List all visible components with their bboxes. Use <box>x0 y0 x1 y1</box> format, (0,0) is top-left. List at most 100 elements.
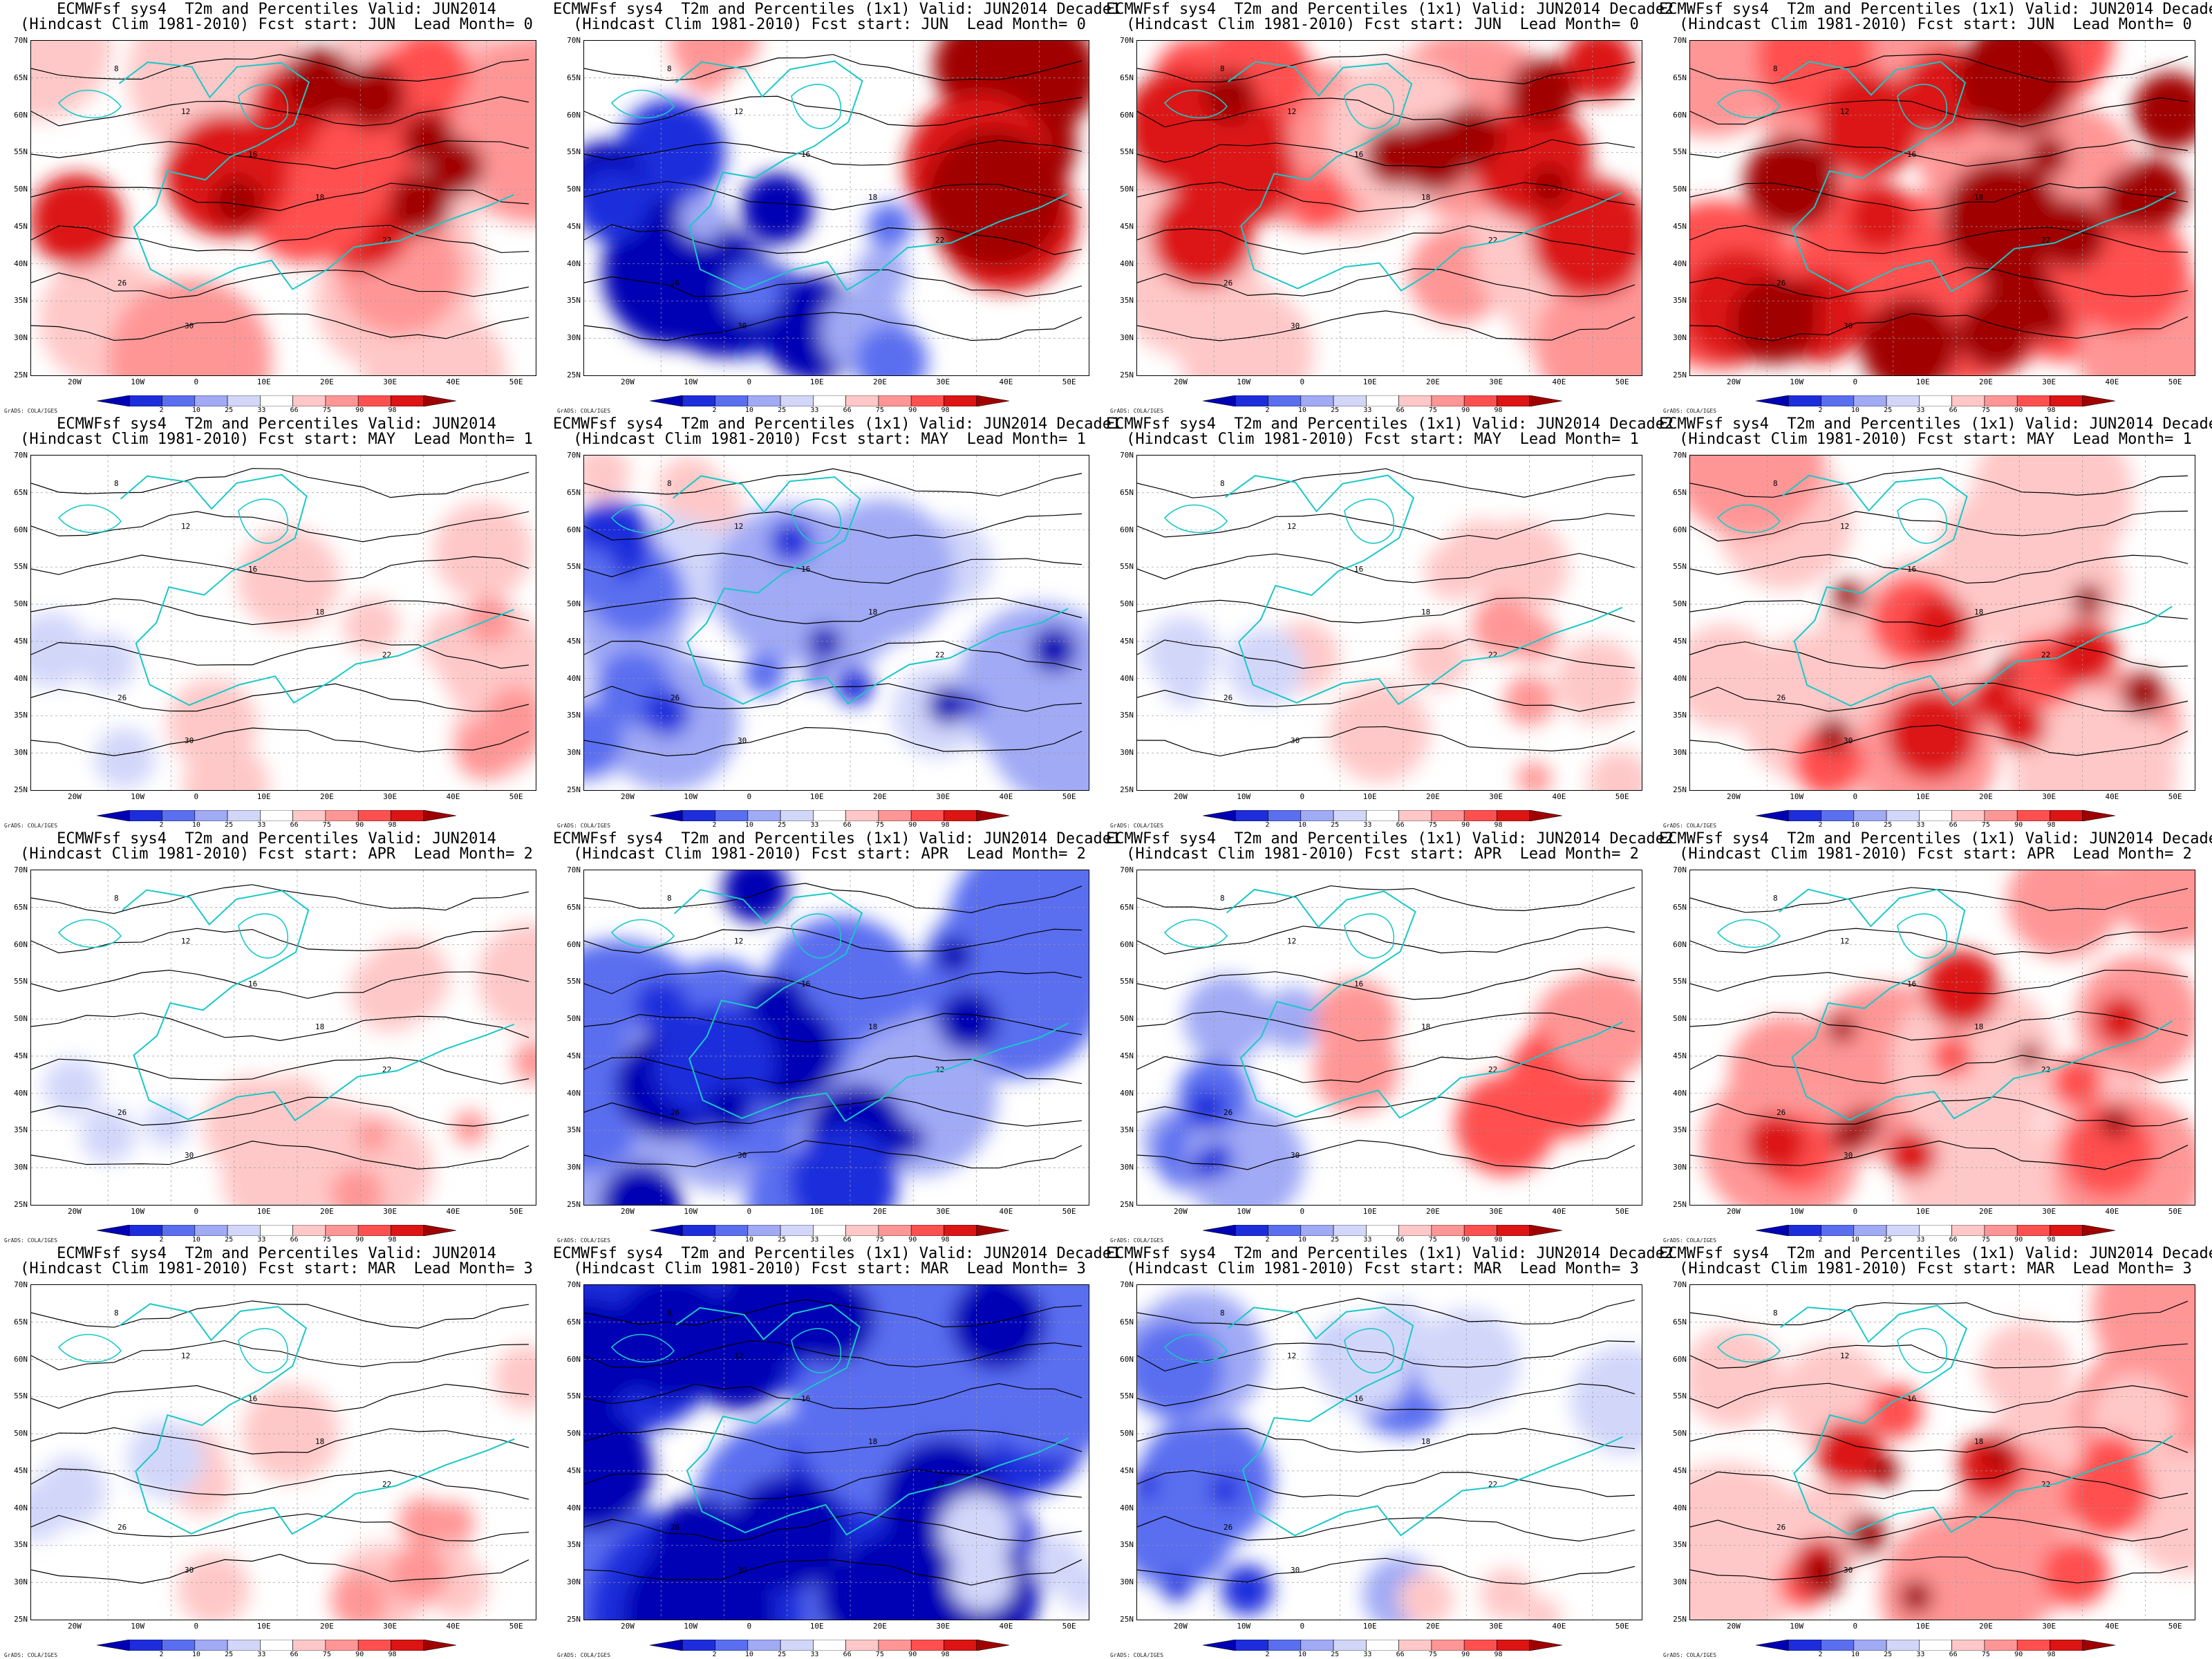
contour-label: 12 <box>181 1351 190 1360</box>
colorbar-swatch <box>1300 810 1334 821</box>
isotherm-contour <box>1137 552 1635 583</box>
lat-label: 65N <box>1673 1317 1687 1327</box>
contour-label: 18 <box>868 1022 877 1031</box>
forecast-panel-16: ECMWFsf sys4 T2m and Percentiles (1x1) V… <box>1659 1244 2212 1659</box>
contour-label: 30 <box>185 736 194 745</box>
anomaly-patch <box>2119 176 2157 215</box>
colorbar-label: 90 <box>908 406 917 414</box>
isotherm-contour <box>1137 926 1635 955</box>
anomaly-patch <box>2025 297 2068 340</box>
colorbar-swatch <box>976 1225 1009 1236</box>
panel-title-line1: ECMWFsf sys4 T2m and Percentiles (1x1) V… <box>1106 415 1674 433</box>
contour-label: 8 <box>1220 64 1225 73</box>
anomaly-patch <box>212 177 262 227</box>
contour-label: 8 <box>1220 479 1225 488</box>
anomaly-patch <box>1398 1571 1454 1620</box>
colorbar-label: 25 <box>225 1236 234 1244</box>
contour-label: 22 <box>2041 650 2050 659</box>
colorbar-swatch <box>1333 1225 1367 1236</box>
colorbar-swatch <box>325 1640 359 1651</box>
colorbar-swatch <box>357 810 391 821</box>
colorbar-swatch <box>1886 1640 1920 1651</box>
anomaly-patch <box>1291 172 1349 230</box>
isotherm-contour <box>1690 682 2188 712</box>
coastline-islands <box>57 84 289 129</box>
grads-credit: GrADS: COLA/IGES <box>1663 1652 1717 1658</box>
lon-label: 10E <box>1915 792 1930 801</box>
lon-label: 20E <box>1979 1207 1993 1216</box>
colorbar-swatch <box>976 1640 1009 1651</box>
lat-label: 30N <box>14 333 28 343</box>
colorbar-swatch <box>423 810 456 821</box>
contour-label: 26 <box>671 693 679 702</box>
contour-label: 18 <box>868 1437 877 1446</box>
lon-label: 40E <box>999 792 1013 801</box>
anomaly-patch <box>1815 1420 1883 1487</box>
lon-label: 0 <box>1300 1207 1305 1216</box>
contour-label: 30 <box>185 1151 194 1160</box>
coastline <box>673 889 1069 1123</box>
panel-title-line1: ECMWFsf sys4 T2m and Percentiles (1x1) V… <box>553 830 1121 847</box>
percentile-colorbar <box>1756 1640 2115 1651</box>
colorbar-label: 25 <box>778 406 787 414</box>
colorbar-swatch <box>2082 810 2115 821</box>
lat-label: 55N <box>14 977 28 986</box>
lat-label: 40N <box>1673 1088 1687 1098</box>
contour-label: 8 <box>114 1309 119 1318</box>
colorbar-swatch <box>1951 1225 1985 1236</box>
anomaly-patch <box>1203 69 1257 122</box>
colorbar-swatch <box>325 395 359 406</box>
isotherm-contour <box>584 1140 1082 1169</box>
contour-label: 26 <box>1224 279 1232 288</box>
anomaly-patch <box>780 1051 816 1087</box>
lon-label: 40E <box>2105 377 2119 386</box>
colorbar-swatch <box>2016 1225 2050 1236</box>
anomaly-patch <box>806 665 828 687</box>
lon-label: 40E <box>1552 377 1566 386</box>
lat-label: 70N <box>567 451 581 460</box>
contour-label: 22 <box>935 236 944 245</box>
colorbar-swatch <box>227 1640 261 1651</box>
colorbar-label: 25 <box>1331 1236 1340 1244</box>
coastline <box>118 62 514 292</box>
colorbar-swatch <box>1268 395 1302 406</box>
isotherm-contour <box>1137 139 1635 168</box>
colorbar-swatch <box>1756 1225 1789 1236</box>
colorbar-swatch <box>1919 1225 1952 1236</box>
colorbar-label: 2 <box>1818 1651 1823 1658</box>
contour-label: 8 <box>1220 1309 1225 1318</box>
lon-label: 20E <box>320 1622 334 1631</box>
isotherm-contour <box>31 1468 529 1500</box>
isotherm-contour <box>1137 1297 1635 1326</box>
anomaly-patch <box>950 1548 1014 1612</box>
lat-label: 45N <box>1120 636 1134 646</box>
colorbar-swatch <box>1821 1225 1855 1236</box>
lat-label: 70N <box>1120 451 1134 460</box>
anomaly-patch <box>729 1475 845 1592</box>
coastline-islands <box>57 913 289 959</box>
anomaly-patch <box>236 527 340 631</box>
lat-label: 55N <box>1673 1391 1687 1401</box>
colorbar-label: 33 <box>257 821 266 829</box>
coastline-islands <box>610 84 842 129</box>
colorbar-label: 25 <box>1331 1651 1340 1658</box>
lat-label: 35N <box>1673 711 1687 720</box>
contour-label: 18 <box>868 608 877 617</box>
contour-label: 26 <box>118 1523 126 1532</box>
contour-label: 8 <box>114 894 119 903</box>
isotherm-contour <box>1690 1300 2188 1326</box>
anomaly-patch <box>31 612 89 688</box>
colorbar-swatch <box>1984 1640 2018 1651</box>
lat-label: 45N <box>1120 221 1134 231</box>
panel-title-line1: ECMWFsf sys4 T2m and Percentiles (1x1) V… <box>1659 1245 2212 1262</box>
lat-label: 45N <box>567 1051 581 1060</box>
colorbar-swatch <box>682 1225 715 1236</box>
lat-label: 40N <box>14 1503 28 1512</box>
colorbar-swatch <box>715 810 749 821</box>
anomaly-patch <box>691 1316 785 1410</box>
colorbar-label: 2 <box>1818 1236 1823 1244</box>
forecast-panel-9: ECMWFsf sys4 T2m and Percentiles Valid: … <box>0 830 553 1244</box>
lat-label: 50N <box>1120 185 1134 194</box>
lat-label: 45N <box>567 221 581 231</box>
contour-label: 26 <box>118 279 126 288</box>
